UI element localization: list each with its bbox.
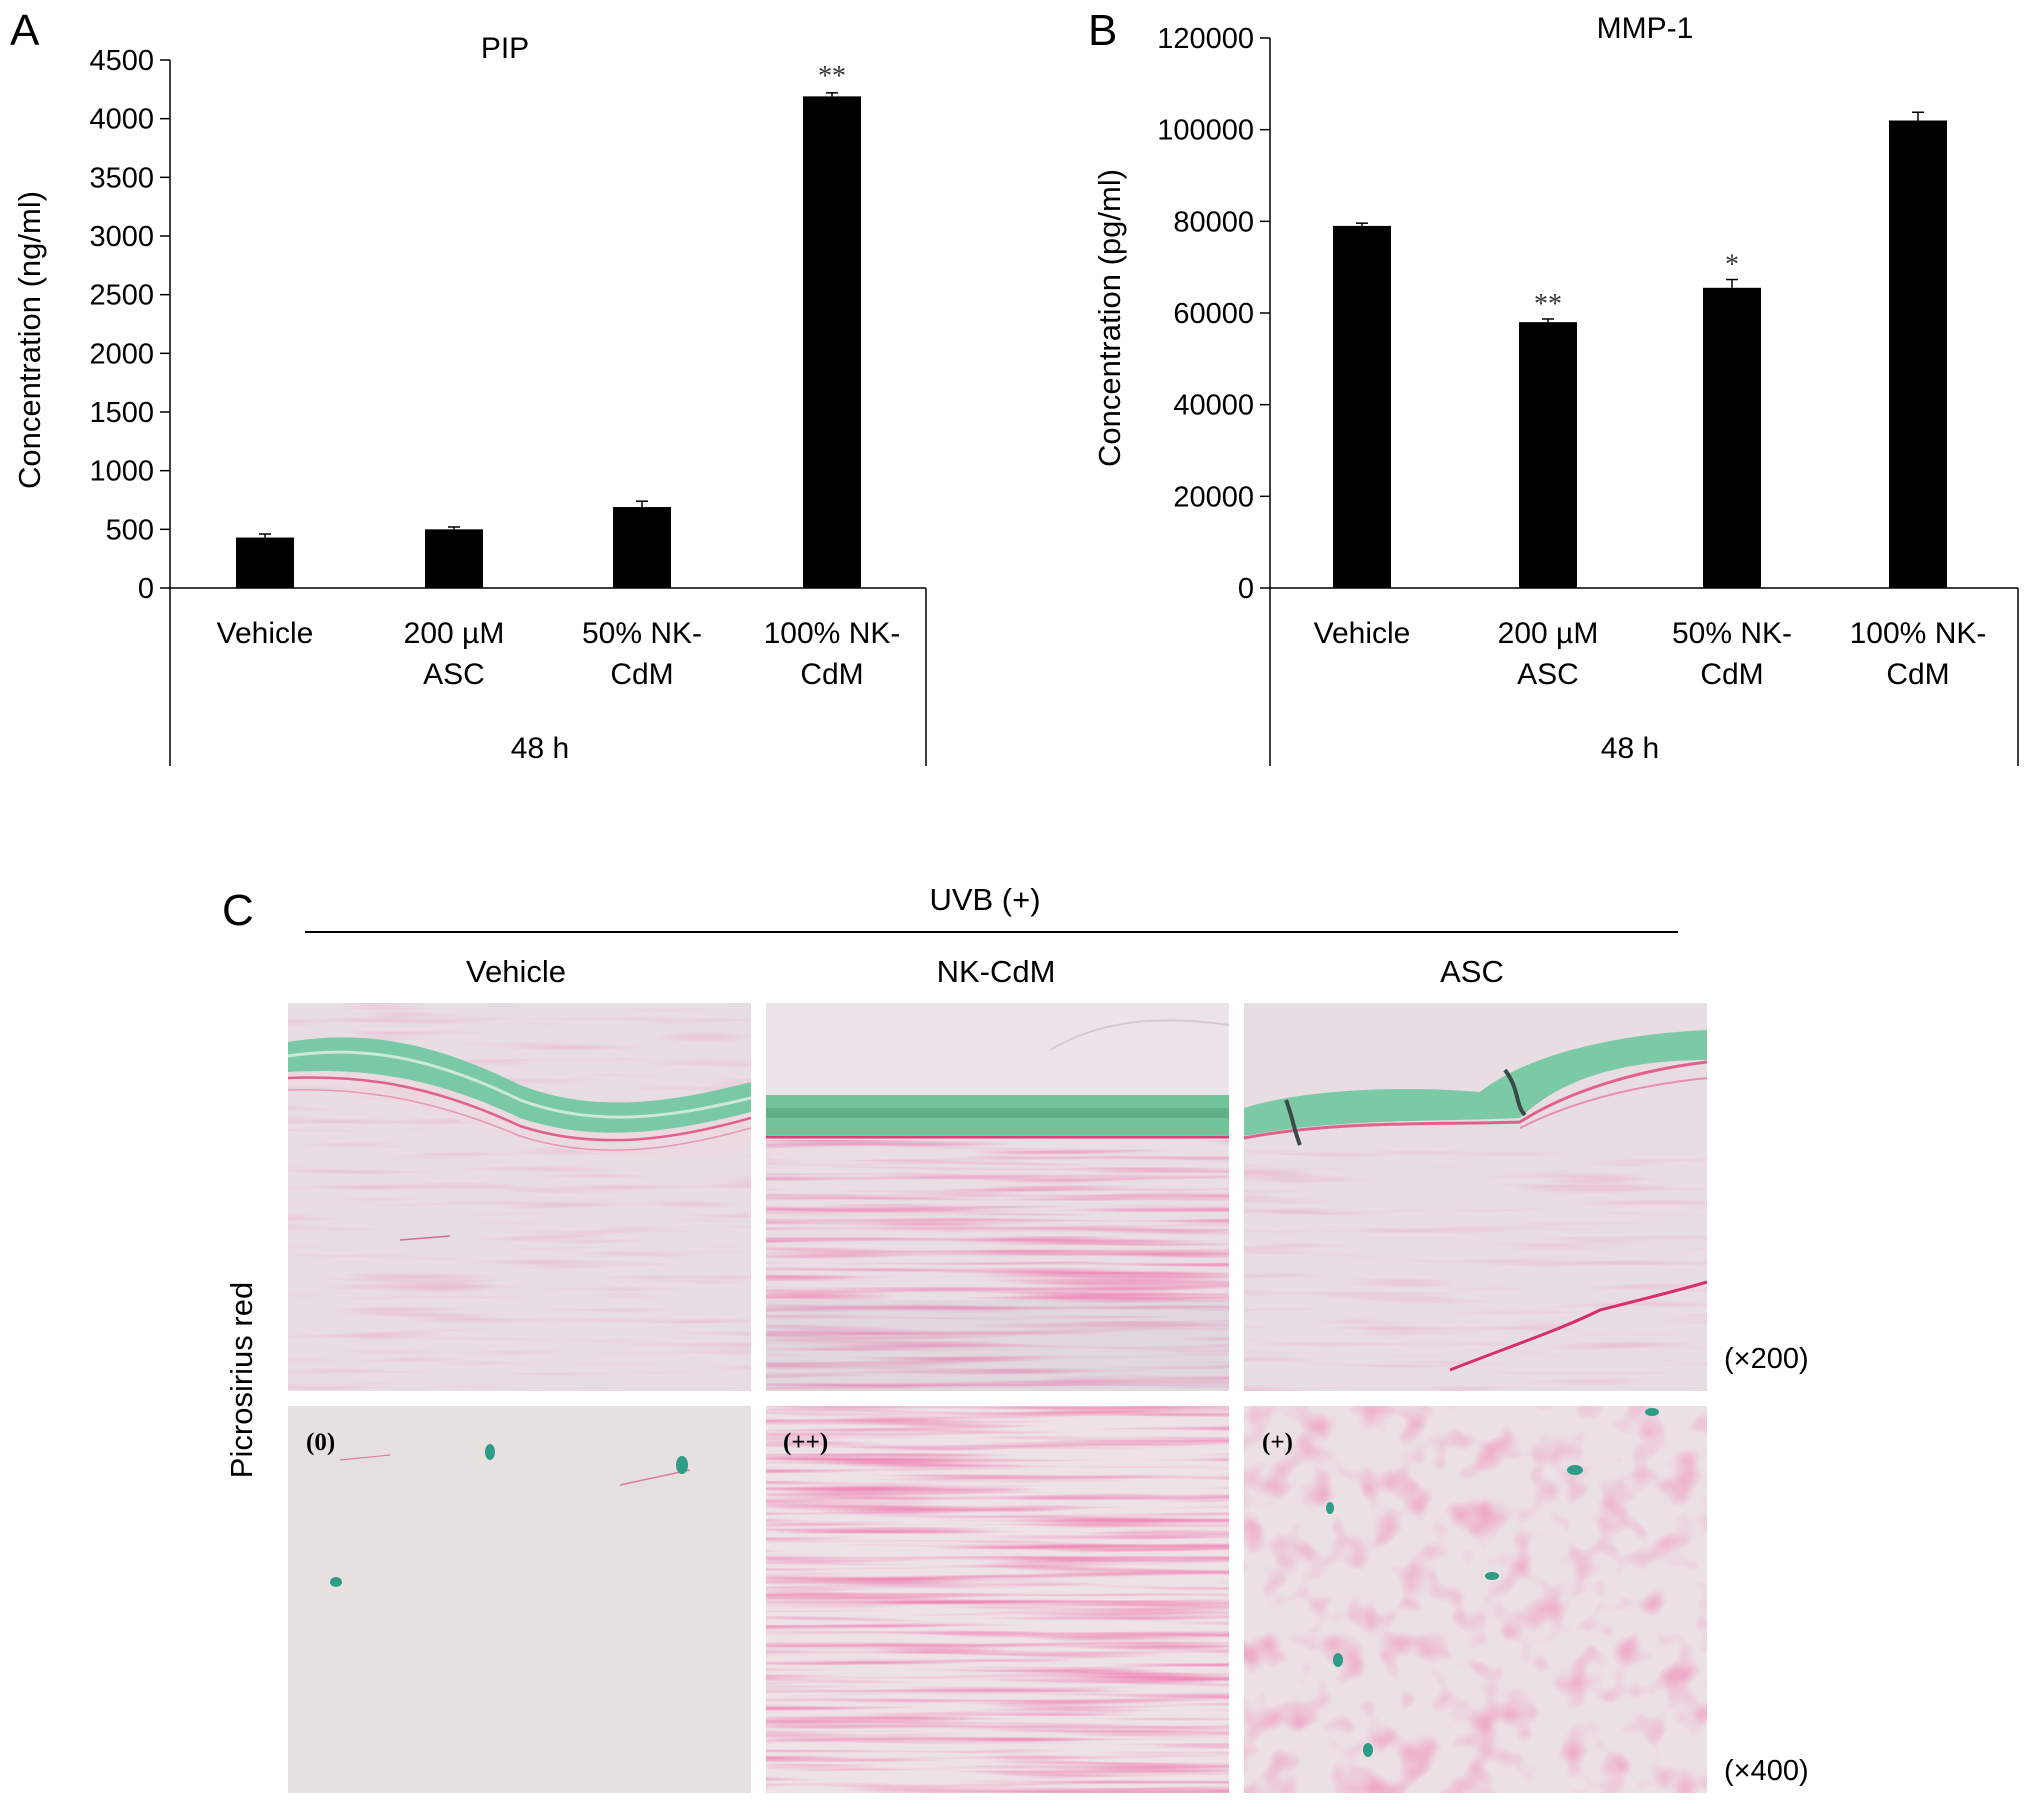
stained-cell (485, 1444, 495, 1460)
significance-marker: * (1725, 250, 1739, 281)
x-categories-a: Vehicle 200 µM ASC 50% NK- CdM 100% NK- CdM (217, 617, 901, 691)
y-tick-label: 80000 (1173, 206, 1254, 238)
stained-cell (1567, 1465, 1583, 1475)
y-tick-label: 100000 (1157, 115, 1254, 147)
y-axis-ticks-b: 0 20000 40000 60000 80000 100000 120000 (1157, 23, 1270, 605)
x-category-label: 100% NK- (764, 617, 901, 650)
bar (1333, 225, 1391, 588)
y-tick-label: 0 (138, 573, 154, 605)
stained-cell (330, 1577, 342, 1587)
y-axis-label-b: Concentration (pg/ml) (1092, 169, 1127, 467)
x-category-label: Vehicle (1314, 617, 1411, 650)
stained-cell (1363, 1743, 1373, 1757)
uvb-group-label: UVB (+) (929, 882, 1040, 917)
stained-cell (676, 1456, 688, 1474)
chart-title-pip: PIP (481, 32, 529, 65)
x-category-label: ASC (1517, 658, 1579, 691)
magnification-label-200: (×200) (1724, 1343, 1809, 1375)
y-tick-label: 20000 (1173, 481, 1254, 513)
stained-cell (1333, 1653, 1343, 1667)
score-vehicle: (0) (306, 1429, 335, 1456)
x-category-label: ASC (423, 658, 485, 691)
y-tick-label: 4500 (89, 45, 154, 77)
bar (236, 537, 294, 588)
y-tick-label: 4000 (89, 104, 154, 136)
x-category-label: CdM (610, 658, 673, 691)
panel-c-histology: C UVB (+) Vehicle NK-CdM ASC Picrosirius… (222, 882, 1809, 1793)
x-category-label: 50% NK- (1672, 617, 1792, 650)
bar (1703, 287, 1761, 588)
y-tick-label: 2000 (89, 338, 154, 370)
x-category-label: 200 µM (404, 617, 505, 650)
y-tick-label: 60000 (1173, 298, 1254, 330)
panel-letter-b: B (1088, 6, 1117, 55)
x-category-label: CdM (1700, 658, 1763, 691)
bar (425, 529, 483, 588)
column-label-asc: ASC (1440, 954, 1504, 989)
y-tick-label: 120000 (1157, 23, 1254, 55)
y-tick-label: 3000 (89, 221, 154, 253)
x-categories-b: Vehicle 200 µM ASC 50% NK- CdM 100% NK- CdM (1314, 617, 1987, 691)
bar (1889, 120, 1947, 588)
panel-letter-a: A (10, 6, 40, 55)
x-axis-label-a: 48 h (511, 732, 569, 765)
score-nk-cdm: (++) (783, 1429, 828, 1456)
micrograph-nk-cdm-x400: (++) (766, 1406, 1229, 1793)
y-axis-label-a: Concentration (ng/ml) (12, 191, 47, 489)
significance-marker: ** (1534, 289, 1562, 320)
x-category-label: CdM (1886, 658, 1949, 691)
score-asc: (+) (1262, 1429, 1293, 1456)
panel-letter-c: C (222, 886, 254, 935)
micrograph-asc-x400: (+) (1244, 1406, 1707, 1793)
column-label-nk-cdm: NK-CdM (937, 954, 1056, 989)
magnification-label-400: (×400) (1724, 1755, 1809, 1787)
y-tick-label: 1500 (89, 397, 154, 429)
chart-title-mmp1: MMP-1 (1597, 12, 1694, 45)
y-tick-label: 500 (106, 514, 154, 546)
significance-marker: ** (818, 61, 846, 92)
x-category-label: 100% NK- (1850, 617, 1987, 650)
y-tick-label: 3500 (89, 162, 154, 194)
stained-cell (1326, 1502, 1334, 1514)
y-tick-label: 40000 (1173, 390, 1254, 422)
bar (1519, 322, 1577, 588)
x-category-label: 200 µM (1498, 617, 1599, 650)
stained-cell (1645, 1408, 1659, 1416)
micrograph-vehicle-x400: (0) (288, 1406, 751, 1793)
bar (803, 96, 861, 588)
x-category-label: CdM (800, 658, 863, 691)
row-label-picrosirius-red: Picrosirius red (224, 1282, 259, 1478)
stained-cell (1485, 1572, 1499, 1580)
y-tick-label: 2500 (89, 280, 154, 312)
y-tick-label: 1000 (89, 456, 154, 488)
y-axis-ticks-a: 0 500 1000 1500 2000 2500 3000 3500 4000 4500 (89, 45, 170, 605)
panel-b-chart: B MMP-1 Concentration (pg/ml) 0 20000 4000… (1088, 6, 2019, 766)
y-tick-label: 0 (1238, 573, 1254, 605)
x-axis-label-b: 48 h (1601, 732, 1659, 765)
x-category-label: Vehicle (217, 617, 314, 650)
column-label-vehicle: Vehicle (466, 954, 566, 989)
x-category-label: 50% NK- (582, 617, 702, 650)
micrograph-nk-cdm-x200 (766, 1003, 1229, 1391)
micrograph-asc-x200 (1244, 1003, 1707, 1391)
micrograph-vehicle-x200 (288, 1003, 751, 1391)
bars-b: *** (1333, 111, 1947, 588)
bars-a: ** (236, 61, 861, 588)
bar (613, 507, 671, 588)
panel-a-chart: A PIP Concentration (ng/ml) 0 500 1000 1500… (10, 6, 927, 766)
